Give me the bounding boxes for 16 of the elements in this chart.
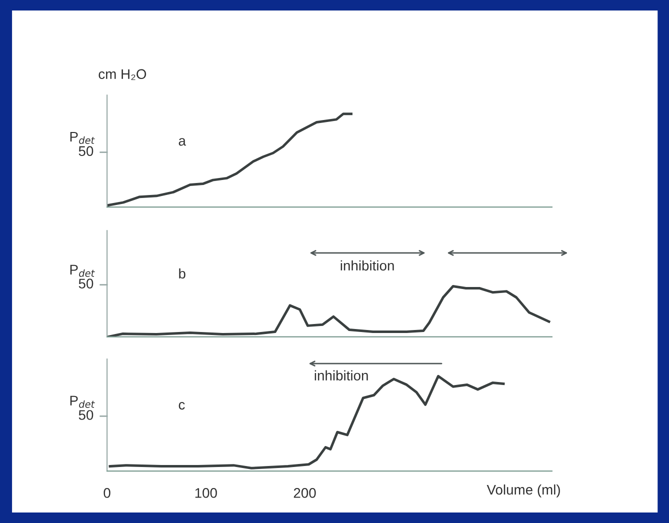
text: a xyxy=(178,138,186,146)
x-tick-label: 200 xyxy=(294,488,316,498)
text: 50 xyxy=(78,410,94,420)
text: inhibition xyxy=(340,260,394,271)
y-axis-title: P$_{det}$ xyxy=(70,264,95,277)
text: 50 xyxy=(78,278,94,289)
text: cm H₂O xyxy=(98,69,146,80)
x-tick-label: 100 xyxy=(195,488,217,498)
x-tick-label: 0 xyxy=(104,488,110,498)
text: 50 xyxy=(78,146,94,156)
y-axis-title: P$_{det}$ xyxy=(70,132,95,144)
chart-title: b xyxy=(179,268,186,279)
text: c xyxy=(178,402,185,410)
annotation: inhibition xyxy=(314,370,368,380)
y-axis-title: P$_{det}$ xyxy=(70,396,95,408)
x-axis-title: Volume (ml) xyxy=(486,484,560,498)
